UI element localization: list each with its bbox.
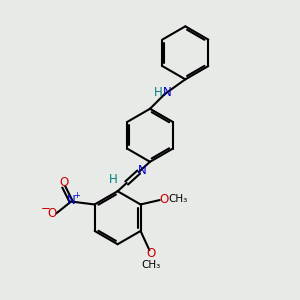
Text: O: O xyxy=(47,207,57,220)
Text: CH₃: CH₃ xyxy=(141,260,160,270)
Text: H: H xyxy=(154,86,163,99)
Text: O: O xyxy=(160,193,169,206)
Text: N: N xyxy=(163,86,172,99)
Text: O: O xyxy=(59,176,68,189)
Text: CH₃: CH₃ xyxy=(168,194,188,205)
Text: H: H xyxy=(109,173,118,186)
Text: −: − xyxy=(40,202,50,215)
Text: N: N xyxy=(138,164,147,177)
Text: +: + xyxy=(74,191,80,200)
Text: N: N xyxy=(67,194,76,207)
Text: O: O xyxy=(146,247,155,260)
